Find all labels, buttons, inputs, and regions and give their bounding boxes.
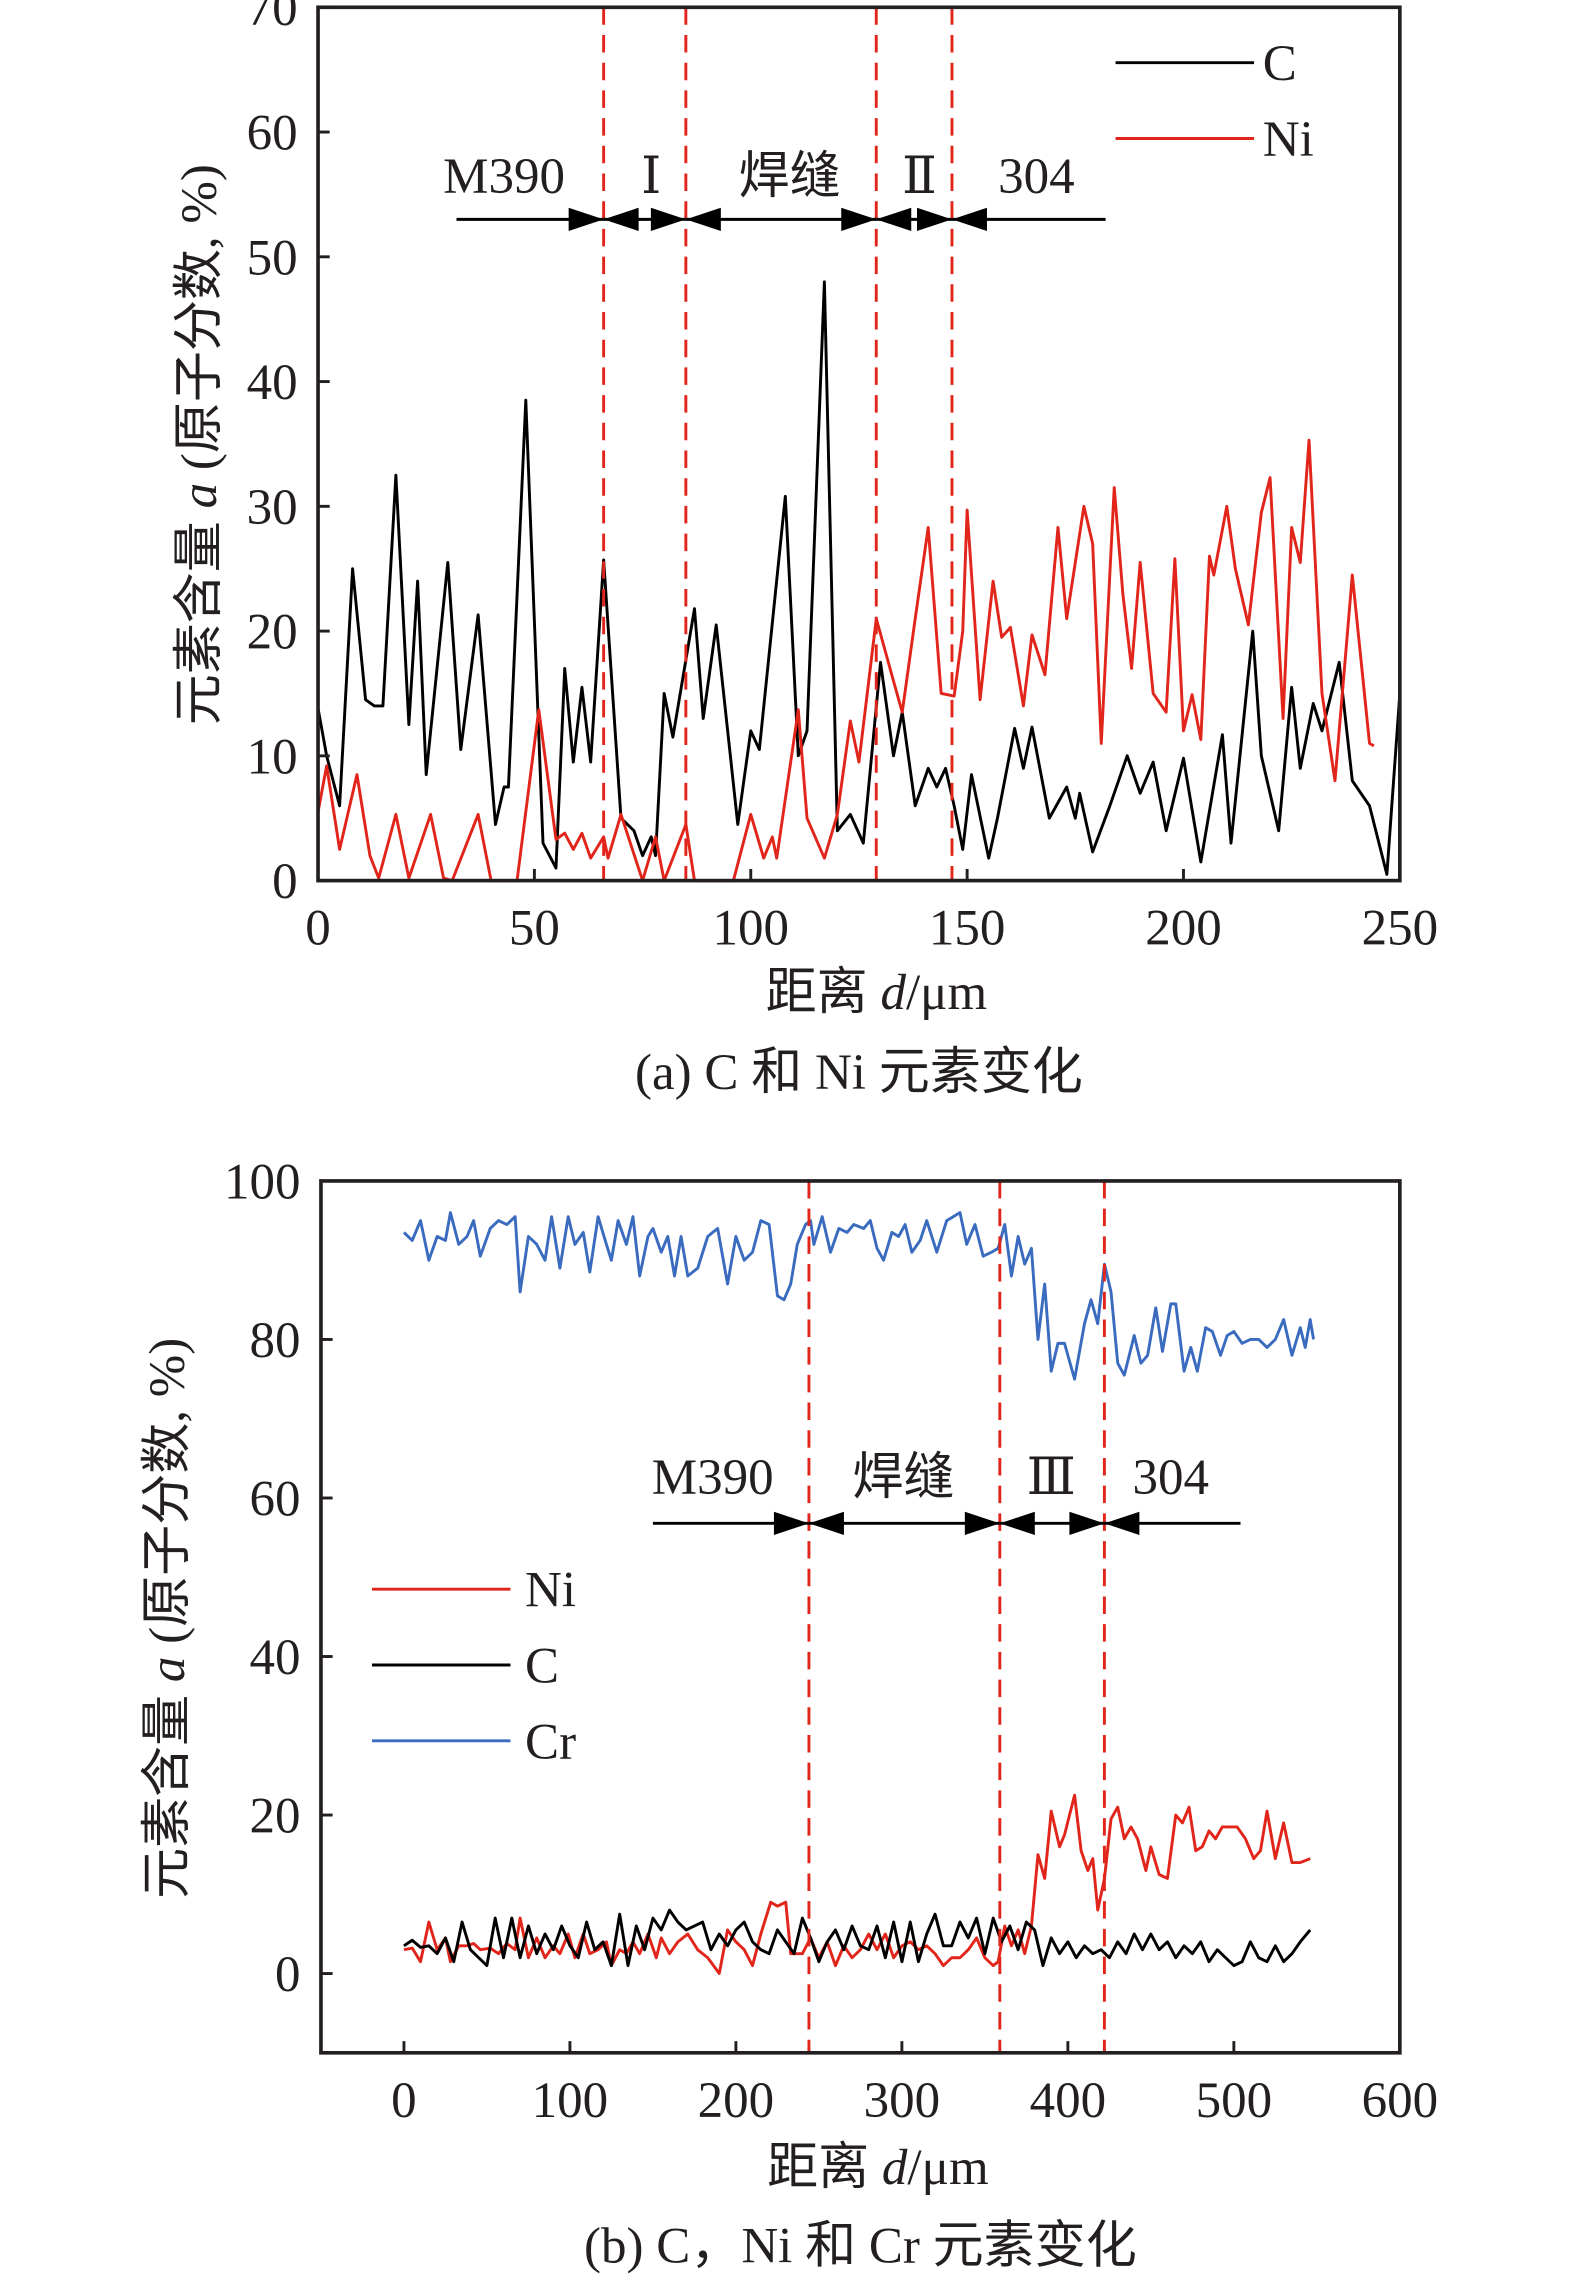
x-tick-label: 600 <box>1362 2073 1439 2129</box>
figure-caption: (a) C 和 Ni 元素变化 <box>635 1045 1083 1101</box>
arrowhead-right-icon <box>1069 1511 1105 1536</box>
legend-label: Ni <box>1263 112 1314 168</box>
x-tick-label: 400 <box>1030 2073 1107 2129</box>
series-line-c <box>316 280 1402 876</box>
y-axis-title-var: a <box>140 1657 196 1683</box>
x-tick-label: 100 <box>532 2073 609 2129</box>
arrowhead-left-icon <box>999 1511 1035 1536</box>
y-axis-title-prefix: 元素含量 <box>172 508 228 725</box>
y-tick-label: 30 <box>247 480 298 536</box>
y-tick-label: 0 <box>272 854 298 910</box>
y-tick-label: 80 <box>250 1313 301 1369</box>
y-tick-label: 50 <box>247 230 298 286</box>
x-axis-title-var: d <box>880 965 906 1021</box>
region-label: 304 <box>998 149 1075 205</box>
series-line-ni <box>403 1793 1311 1975</box>
arrowhead-right-icon <box>841 207 877 232</box>
y-tick-label: 20 <box>247 605 298 661</box>
y-tick-label: 70 <box>247 0 298 37</box>
x-tick-label: 100 <box>712 901 789 957</box>
y-axis-title-prefix: 元素含量 <box>140 1682 196 1899</box>
x-axis-title-prefix: 距离 <box>767 2140 882 2196</box>
y-axis-title: 元素含量 a (原子分数, %) <box>172 164 228 725</box>
x-tick-label: 250 <box>1362 901 1439 957</box>
chart-a-c-ni: 0 50 100 150 200 250 0 10 20 30 40 50 60 70 M390 Ⅰ 焊缝 Ⅱ 30… <box>172 0 1438 1101</box>
region-label: Ⅲ <box>1027 1450 1076 1506</box>
x-axis-title-unit: /μm <box>907 2140 988 2196</box>
legend-label: C <box>1263 36 1297 92</box>
y-tick-label: 0 <box>275 1947 301 2003</box>
y-tick-label: 20 <box>250 1789 301 1845</box>
x-axis-title-prefix: 距离 <box>766 965 881 1021</box>
x-tick-label: 200 <box>1145 901 1222 957</box>
arrowhead-right-icon <box>568 207 604 232</box>
x-axis-title: 距离 d/μm <box>767 2140 989 2196</box>
y-tick-label: 40 <box>247 355 298 411</box>
y-axis-title-var: a <box>172 483 228 509</box>
x-axis-title-var: d <box>882 2140 908 2196</box>
legend-label: C <box>525 1638 559 1694</box>
y-tick-label: 10 <box>247 729 298 785</box>
y-tick-label: 100 <box>224 1154 301 1210</box>
y-tick-label: 60 <box>247 106 298 162</box>
y-axis-title: 元素含量 a (原子分数, %) <box>140 1338 196 1899</box>
y-axis-title-suffix: (原子分数, %) <box>140 1338 196 1657</box>
x-tick-label: 500 <box>1196 2073 1273 2129</box>
plot-frame <box>316 5 1402 883</box>
y-tick-label: 40 <box>250 1630 301 1686</box>
x-axis-title: 距离 d/μm <box>766 965 988 1021</box>
arrowhead-right-icon <box>773 1511 809 1536</box>
region-label: 焊缝 <box>853 1450 955 1506</box>
arrowhead-left-icon <box>685 207 721 232</box>
y-tick-label: 60 <box>250 1471 301 1527</box>
x-axis-title-unit: /μm <box>906 965 987 1021</box>
region-label: 304 <box>1133 1450 1210 1506</box>
region-label: 焊缝 <box>739 149 841 205</box>
arrowhead-right-icon <box>964 1511 1000 1536</box>
plot-frame <box>319 1179 1402 2055</box>
series-line-ni <box>316 438 1375 883</box>
arrowhead-left-icon <box>603 207 639 232</box>
x-tick-label: 50 <box>509 901 560 957</box>
x-tick-label: 0 <box>391 2073 417 2129</box>
chart-b-c-ni-cr: 0 100 200 300 400 500 600 0 20 40 60 80 100 M390 焊缝 Ⅲ 30… <box>140 1154 1438 2274</box>
legend-label: Cr <box>525 1714 576 1770</box>
x-tick-label: 200 <box>698 2073 775 2129</box>
region-label: Ⅱ <box>902 149 937 205</box>
region-label: Ⅰ <box>641 149 661 205</box>
x-tick-label: 300 <box>864 2073 941 2129</box>
x-tick-label: 150 <box>929 901 1006 957</box>
y-axis-title-suffix: (原子分数, %) <box>172 164 228 483</box>
series-line-c <box>403 1908 1312 1968</box>
arrowhead-right-icon <box>916 207 952 232</box>
arrowhead-right-icon <box>650 207 686 232</box>
x-tick-label: 0 <box>305 901 331 957</box>
legend-label: Ni <box>525 1563 576 1619</box>
arrowhead-left-icon <box>808 1511 844 1536</box>
series-line-cr <box>402 1211 1315 1381</box>
region-label: M390 <box>443 149 565 205</box>
arrowhead-left-icon <box>1104 1511 1140 1536</box>
arrowhead-left-icon <box>876 207 912 232</box>
region-label: M390 <box>652 1450 774 1506</box>
figure-caption: (b) C，Ni 和 Cr 元素变化 <box>584 2219 1137 2275</box>
arrowhead-left-icon <box>951 207 987 232</box>
